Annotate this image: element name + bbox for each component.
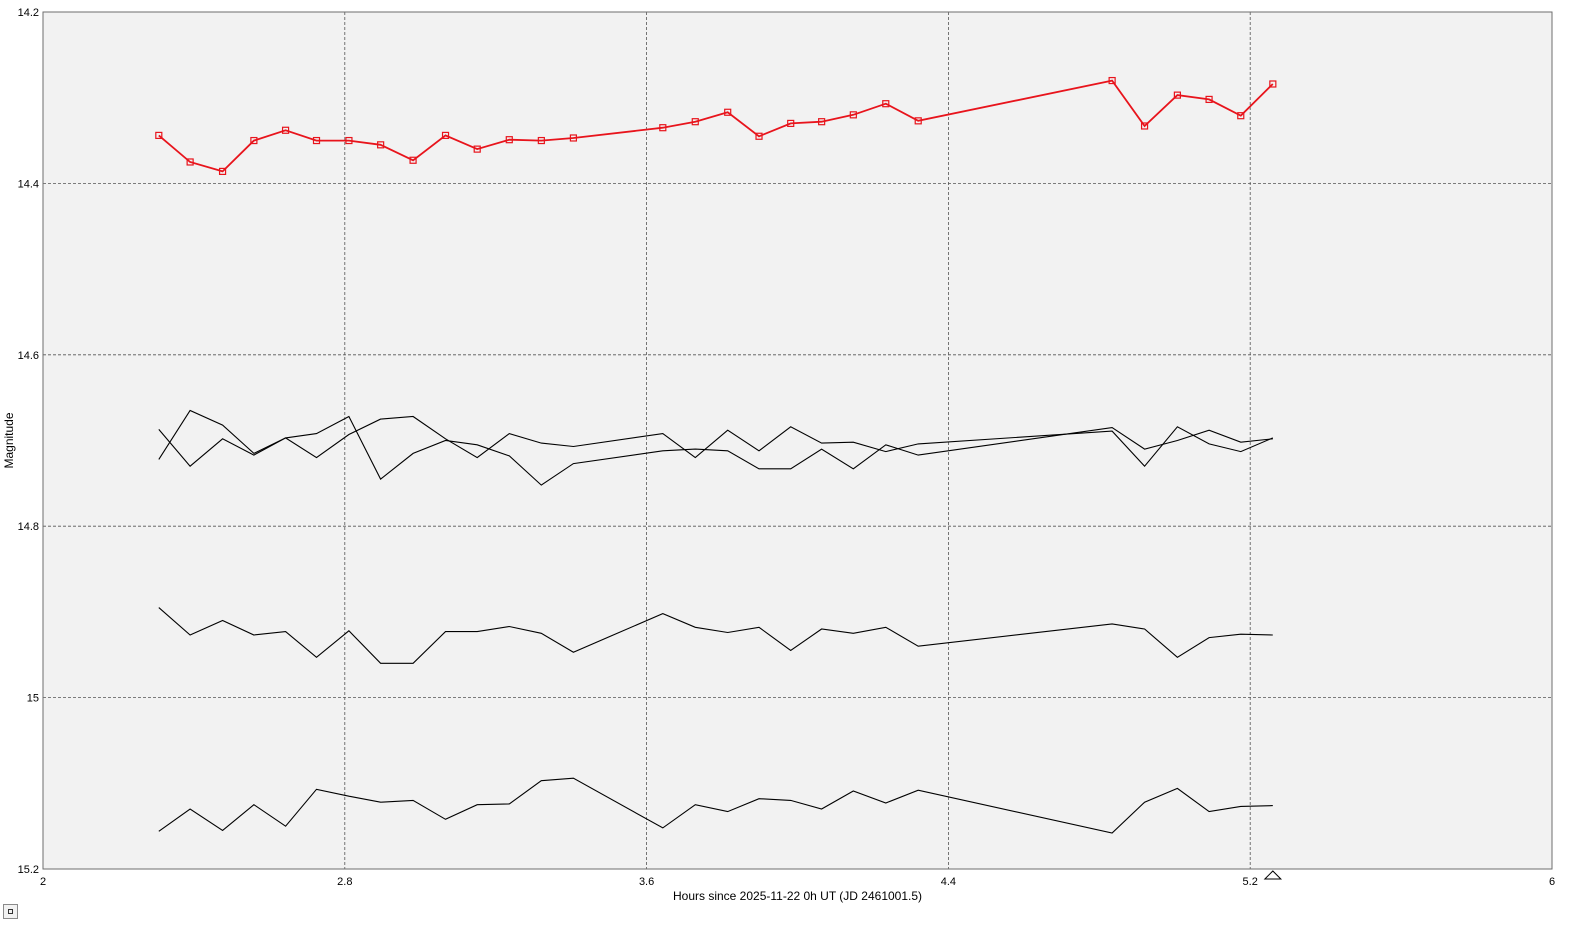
data-point bbox=[155, 131, 163, 140]
data-point bbox=[1108, 76, 1116, 85]
data-point bbox=[659, 124, 667, 132]
annotation-layer bbox=[1263, 870, 1283, 880]
x-tick-label: 2 bbox=[40, 876, 46, 888]
x-tick-label: 2.8 bbox=[337, 876, 352, 888]
triangle-marker-icon bbox=[1263, 870, 1283, 880]
data-point bbox=[1205, 95, 1213, 104]
data-point bbox=[537, 136, 545, 145]
data-point bbox=[281, 126, 290, 134]
data-point bbox=[849, 111, 857, 119]
data-point bbox=[312, 136, 321, 145]
y-tick-labels: 14.2 14.4 14.6 14.8 15 15.2 bbox=[18, 7, 39, 876]
data-point bbox=[505, 136, 513, 144]
plot-area bbox=[43, 12, 1552, 869]
series-line-1 bbox=[158, 79, 1274, 173]
data-point bbox=[409, 156, 417, 164]
data-point bbox=[818, 118, 826, 126]
series-line-5 bbox=[158, 777, 1273, 834]
x-axis-label: Hours since 2025-11-22 0h UT (JD 2461001… bbox=[673, 889, 922, 903]
x-tick-label: 6 bbox=[1549, 876, 1555, 888]
square-icon[interactable] bbox=[3, 904, 18, 919]
y-axis-label: Magnitude bbox=[2, 412, 16, 468]
data-point bbox=[441, 131, 450, 140]
plot-frame bbox=[42, 11, 1553, 870]
y-tick-label: 14.6 bbox=[18, 350, 39, 362]
series-line-4 bbox=[158, 607, 1273, 664]
grid-layer bbox=[43, 12, 1552, 869]
data-point bbox=[345, 136, 353, 145]
data-point bbox=[787, 119, 795, 128]
series-layer bbox=[155, 76, 1277, 834]
data-point bbox=[1173, 91, 1181, 99]
y-tick-label: 14.2 bbox=[18, 7, 39, 19]
series-line-3 bbox=[158, 415, 1274, 468]
y-tick-label: 15 bbox=[27, 693, 39, 705]
data-point bbox=[473, 145, 481, 153]
data-point bbox=[1140, 122, 1149, 130]
data-point bbox=[882, 100, 890, 108]
data-point bbox=[569, 134, 578, 142]
x-tick-labels: 2 2.8 3.6 4.4 5.2 6 bbox=[40, 876, 1555, 888]
data-point bbox=[914, 117, 922, 125]
x-tick-label: 4.4 bbox=[941, 876, 956, 888]
data-point bbox=[724, 108, 732, 116]
data-point bbox=[186, 158, 194, 166]
data-point bbox=[250, 136, 258, 145]
x-tick-label: 3.6 bbox=[639, 876, 654, 888]
y-tick-label: 15.2 bbox=[18, 864, 39, 876]
data-point bbox=[691, 118, 699, 126]
data-point bbox=[218, 167, 227, 176]
data-point bbox=[755, 132, 763, 140]
data-point bbox=[1269, 80, 1277, 88]
y-tick-label: 14.8 bbox=[18, 521, 39, 533]
square-icon-glyph bbox=[8, 909, 13, 914]
y-tick-label: 14.4 bbox=[18, 178, 39, 190]
data-point bbox=[377, 141, 385, 149]
x-tick-label: 5.2 bbox=[1243, 876, 1258, 888]
series-line-2 bbox=[158, 409, 1273, 486]
data-point bbox=[1237, 112, 1245, 120]
